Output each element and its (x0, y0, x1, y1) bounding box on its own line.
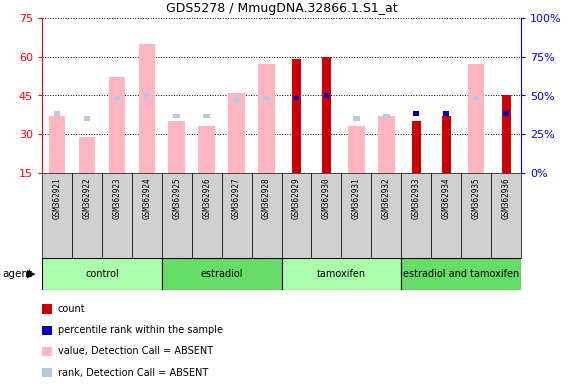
FancyBboxPatch shape (341, 173, 371, 258)
Text: rank, Detection Call = ABSENT: rank, Detection Call = ABSENT (58, 367, 208, 377)
Text: GSM362933: GSM362933 (412, 177, 421, 219)
Bar (353, 116, 360, 121)
Bar (114, 96, 120, 100)
Title: GDS5278 / MmugDNA.32866.1.S1_at: GDS5278 / MmugDNA.32866.1.S1_at (166, 2, 397, 15)
Text: GSM362922: GSM362922 (82, 177, 91, 219)
Text: GSM362928: GSM362928 (262, 177, 271, 219)
Text: percentile rank within the sample: percentile rank within the sample (58, 325, 223, 335)
Bar (199, 126, 215, 173)
Bar (49, 116, 65, 173)
Bar (263, 96, 270, 100)
Text: GSM362925: GSM362925 (172, 177, 181, 219)
Bar (503, 111, 509, 116)
FancyBboxPatch shape (42, 173, 72, 258)
FancyBboxPatch shape (371, 173, 401, 258)
Bar (473, 96, 480, 100)
FancyBboxPatch shape (311, 173, 341, 258)
Text: GSM362929: GSM362929 (292, 177, 301, 219)
Bar (168, 121, 185, 173)
FancyBboxPatch shape (491, 173, 521, 258)
Text: GSM362935: GSM362935 (472, 177, 481, 219)
Text: tamoxifen: tamoxifen (317, 269, 366, 279)
Text: GSM362921: GSM362921 (53, 177, 62, 219)
FancyBboxPatch shape (461, 173, 491, 258)
FancyBboxPatch shape (132, 173, 162, 258)
Text: GSM362936: GSM362936 (501, 177, 510, 219)
Bar (322, 57, 331, 173)
FancyBboxPatch shape (42, 258, 162, 290)
FancyBboxPatch shape (431, 173, 461, 258)
Text: estradiol and tamoxifen: estradiol and tamoxifen (403, 269, 519, 279)
Bar (139, 44, 155, 173)
Bar (412, 121, 421, 173)
FancyBboxPatch shape (222, 173, 252, 258)
FancyBboxPatch shape (252, 173, 282, 258)
Bar (348, 126, 364, 173)
FancyBboxPatch shape (162, 173, 192, 258)
Bar (383, 114, 389, 119)
Text: GSM362932: GSM362932 (382, 177, 391, 219)
Bar (468, 65, 484, 173)
Text: GSM362934: GSM362934 (441, 177, 451, 219)
Bar (441, 116, 451, 173)
FancyBboxPatch shape (72, 173, 102, 258)
Text: control: control (85, 269, 119, 279)
Text: GSM362923: GSM362923 (112, 177, 122, 219)
Bar (292, 60, 301, 173)
Bar (443, 111, 449, 116)
Bar (79, 137, 95, 173)
Bar (143, 93, 150, 98)
Text: value, Detection Call = ABSENT: value, Detection Call = ABSENT (58, 346, 213, 356)
Text: GSM362930: GSM362930 (322, 177, 331, 219)
Bar (293, 96, 299, 100)
Bar (501, 96, 510, 173)
Bar (413, 111, 419, 116)
Bar (324, 93, 329, 98)
Text: count: count (58, 304, 86, 314)
FancyBboxPatch shape (102, 173, 132, 258)
Bar (378, 116, 395, 173)
Bar (174, 114, 180, 119)
Text: GSM362931: GSM362931 (352, 177, 361, 219)
Bar (228, 93, 245, 173)
FancyBboxPatch shape (401, 258, 521, 290)
Text: GSM362924: GSM362924 (142, 177, 151, 219)
Bar (54, 111, 61, 116)
Bar (108, 78, 125, 173)
FancyBboxPatch shape (401, 173, 431, 258)
FancyBboxPatch shape (162, 258, 282, 290)
Bar (234, 98, 240, 103)
Text: GSM362926: GSM362926 (202, 177, 211, 219)
Text: GSM362927: GSM362927 (232, 177, 241, 219)
FancyBboxPatch shape (282, 173, 311, 258)
Bar (203, 114, 210, 119)
Text: estradiol: estradiol (200, 269, 243, 279)
Text: agent: agent (3, 269, 33, 279)
Text: ▶: ▶ (27, 269, 36, 279)
Bar (258, 65, 275, 173)
FancyBboxPatch shape (192, 173, 222, 258)
Bar (83, 116, 90, 121)
FancyBboxPatch shape (282, 258, 401, 290)
